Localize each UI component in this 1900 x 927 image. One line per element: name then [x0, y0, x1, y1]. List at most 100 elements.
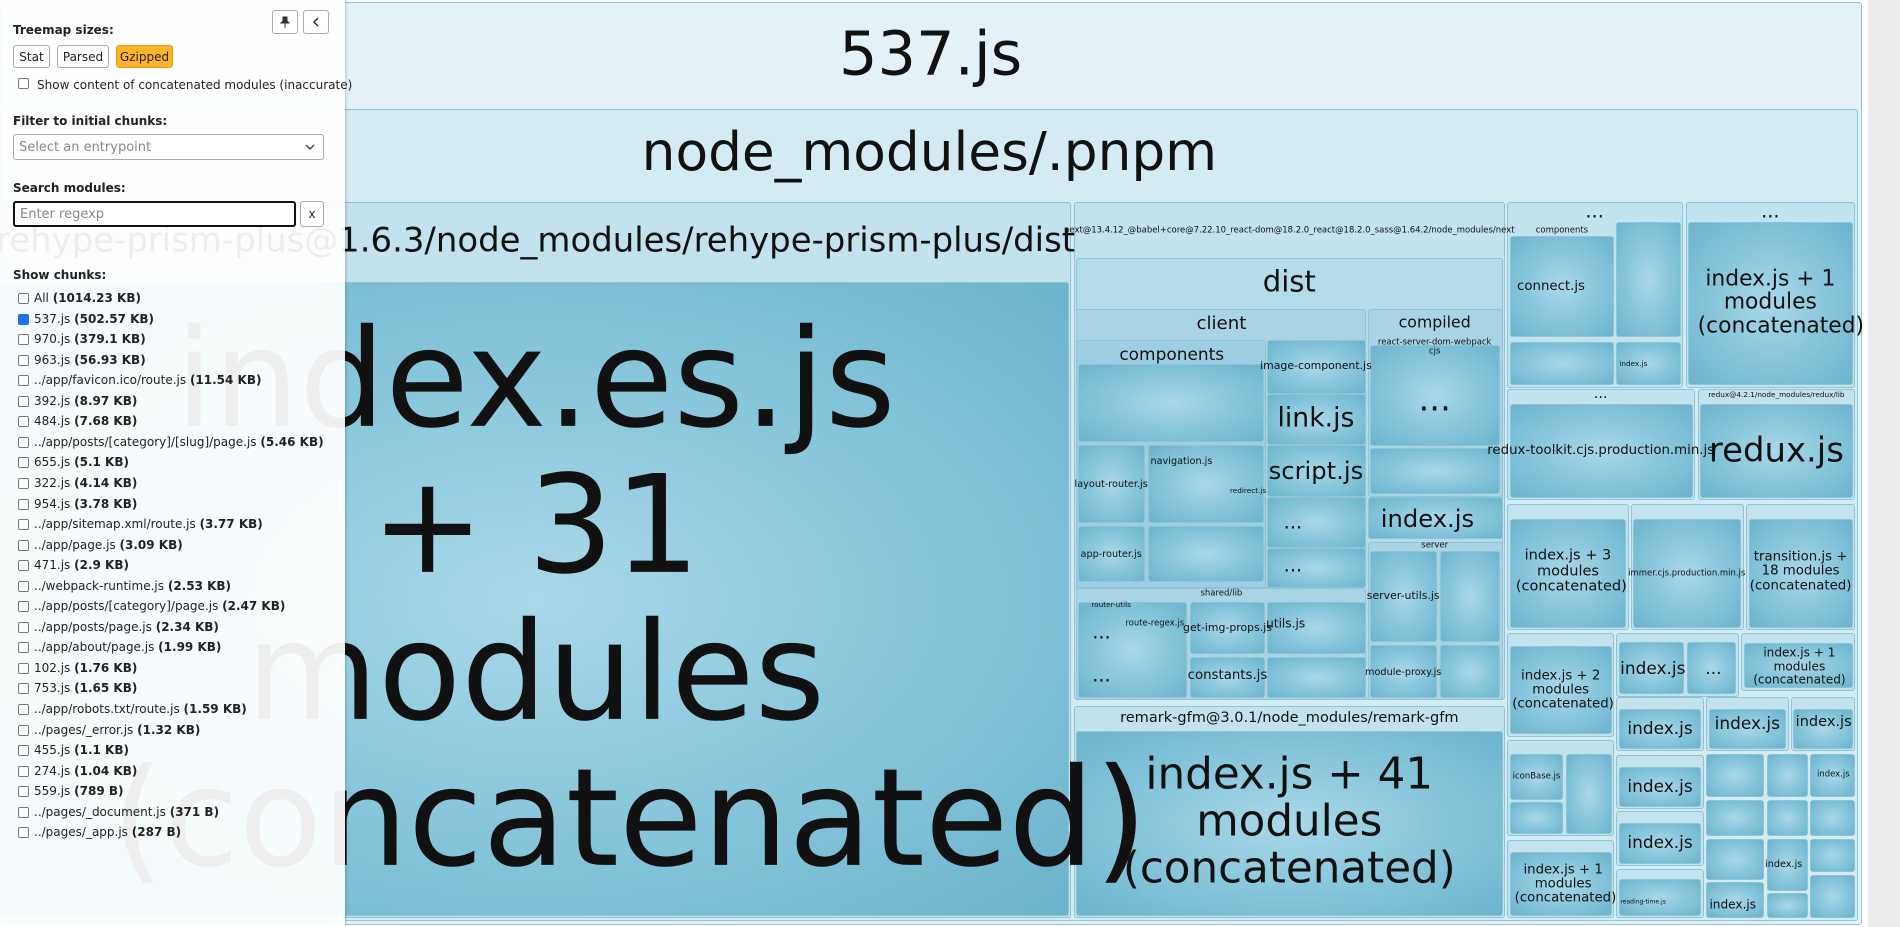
module-label: ...: [1283, 553, 1303, 577]
chunk-row: ../app/posts/page.js (2.34 KB): [34, 620, 219, 634]
chunk-checkbox[interactable]: [18, 395, 29, 407]
collapse-button[interactable]: [303, 10, 329, 34]
module-box: [1439, 644, 1501, 698]
chunk-checkbox[interactable]: [18, 519, 29, 531]
select-placeholder: Select an entrypoint: [19, 139, 152, 155]
chunk-row: ../app/about/page.js (1.99 KB): [34, 640, 221, 654]
chunk-name: ../app/posts/[category]/[slug]/page.js: [34, 434, 257, 449]
module-box: [1686, 642, 1737, 695]
chunk-size: (3.77 KB): [199, 517, 263, 532]
search-input[interactable]: Enter regexp: [13, 201, 296, 227]
chunk-checkbox[interactable]: [18, 601, 29, 613]
chunk-checkbox[interactable]: [18, 293, 29, 304]
concatenated-checkbox[interactable]: [18, 78, 29, 89]
entrypoint-select[interactable]: Select an entrypoint: [13, 134, 324, 160]
module-label: route-regex.js: [1125, 617, 1185, 628]
chunk-row: 559.js (789 B): [34, 784, 123, 798]
chunk-checkbox[interactable]: [18, 334, 29, 346]
size-button-text: Gzipped: [119, 49, 170, 64]
module-box: [1687, 221, 1853, 386]
module-label: immer.cjs.production.min.js: [1628, 567, 1746, 578]
sidebar: Treemap sizes: Show content of concatena…: [0, 0, 352, 927]
chunk-checkbox[interactable]: [18, 683, 29, 695]
chunk-checkbox[interactable]: [18, 621, 29, 633]
module-box: [1078, 525, 1146, 582]
module-box: [1267, 602, 1366, 655]
pin-button[interactable]: [272, 10, 298, 34]
module-box: [1616, 341, 1681, 386]
size-button[interactable]: Parsed: [57, 45, 109, 68]
chunk-name: ../app/robots.txt/route.js: [34, 702, 180, 716]
chunk-row: ../pages/_document.js (371 B): [34, 805, 219, 819]
module-box: [1706, 753, 1765, 798]
module-label: ...: [1705, 657, 1722, 678]
chunk-row: ../webpack-runtime.js (2.53 KB): [34, 579, 231, 593]
chunk-row: 455.js (1.1 KB): [34, 743, 129, 757]
chunk-checkbox[interactable]: [18, 724, 29, 736]
chunk-checkbox[interactable]: [18, 477, 29, 489]
chunk-row: 970.js (379.1 KB): [34, 332, 146, 346]
module-box: [1368, 496, 1503, 540]
chunk-name: 471.js: [34, 558, 71, 573]
chunk-checkbox[interactable]: [18, 580, 29, 592]
chunk-checkbox[interactable]: [18, 416, 29, 428]
chunk-checkbox[interactable]: [18, 436, 29, 448]
chunk-row: All (1014.23 KB): [34, 291, 141, 305]
module-box: [1766, 753, 1808, 798]
chunk-checkbox[interactable]: [18, 662, 29, 674]
chunk-size: (1.65 KB): [74, 681, 138, 696]
chunk-checkbox[interactable]: [18, 827, 29, 839]
chunk-checkbox[interactable]: [18, 498, 29, 510]
chunk-size: (3.78 KB): [74, 496, 138, 511]
module-box: [1706, 838, 1765, 880]
treemap-sizes-label: Treemap sizes:: [13, 23, 114, 37]
chunk-checkbox[interactable]: [18, 642, 29, 654]
clear-button[interactable]: x: [300, 201, 324, 227]
chunk-checkbox[interactable]: [18, 745, 29, 757]
search-placeholder: Enter regexp: [20, 206, 105, 222]
module-label: index.js + 1 modules (concatenated): [1697, 266, 1865, 339]
module-label: index.js: [1795, 714, 1852, 731]
module-label: index.js: [1627, 776, 1693, 797]
chunk-checkbox[interactable]: [18, 375, 29, 387]
chunk-row: 753.js (1.65 KB): [34, 681, 137, 695]
module-label: remark-gfm@3.0.1/node_modules/remark-gfm: [1120, 709, 1459, 726]
module-box: [1509, 851, 1612, 917]
chunk-checkbox[interactable]: [18, 806, 29, 818]
module-label: ...: [1593, 386, 1608, 403]
module-label: ...: [1418, 379, 1451, 419]
module-box: [1439, 551, 1501, 643]
chunk-name: ../app/sitemap.xml/route.js: [34, 517, 196, 532]
chunk-size: (11.54 KB): [189, 373, 262, 388]
chunk-checkbox[interactable]: [18, 786, 29, 798]
chunk-size: (287 B): [131, 825, 182, 840]
pin-icon: [279, 16, 291, 28]
chunk-size: (502.57 KB): [74, 311, 155, 326]
chunk-row: ../app/posts/[category]/[slug]/page.js (…: [34, 435, 324, 449]
chunk-size: (5.1 KB): [74, 455, 129, 470]
module-label: ...: [1761, 199, 1780, 223]
module-label: module-proxy.js: [1365, 666, 1442, 678]
module-label: server-utils.js: [1366, 589, 1440, 603]
search-label: Search modules:: [13, 181, 126, 195]
module-label: 537.js: [838, 18, 1023, 89]
module-box: [1267, 496, 1366, 548]
chunk-name: 537.js: [34, 311, 71, 326]
module-box: [1509, 518, 1627, 628]
chunk-checkbox[interactable]: [18, 313, 29, 325]
size-button[interactable]: Gzipped: [116, 45, 173, 68]
size-button-text: Parsed: [62, 49, 104, 64]
module-label: script.js: [1268, 457, 1364, 486]
size-button[interactable]: Stat: [13, 45, 50, 68]
chunk-name: 484.js: [34, 414, 71, 429]
chunk-name: ../pages/_app.js: [34, 825, 128, 840]
chunk-checkbox[interactable]: [18, 704, 29, 715]
chunk-checkbox[interactable]: [18, 457, 29, 469]
chunk-checkbox[interactable]: [18, 765, 29, 777]
chunk-checkbox[interactable]: [18, 560, 29, 572]
chunk-checkbox[interactable]: [18, 539, 29, 551]
chunk-row: ../app/page.js (3.09 KB): [34, 538, 183, 552]
chunk-checkbox[interactable]: [18, 354, 29, 366]
chunk-size: (1.59 KB): [183, 702, 247, 716]
